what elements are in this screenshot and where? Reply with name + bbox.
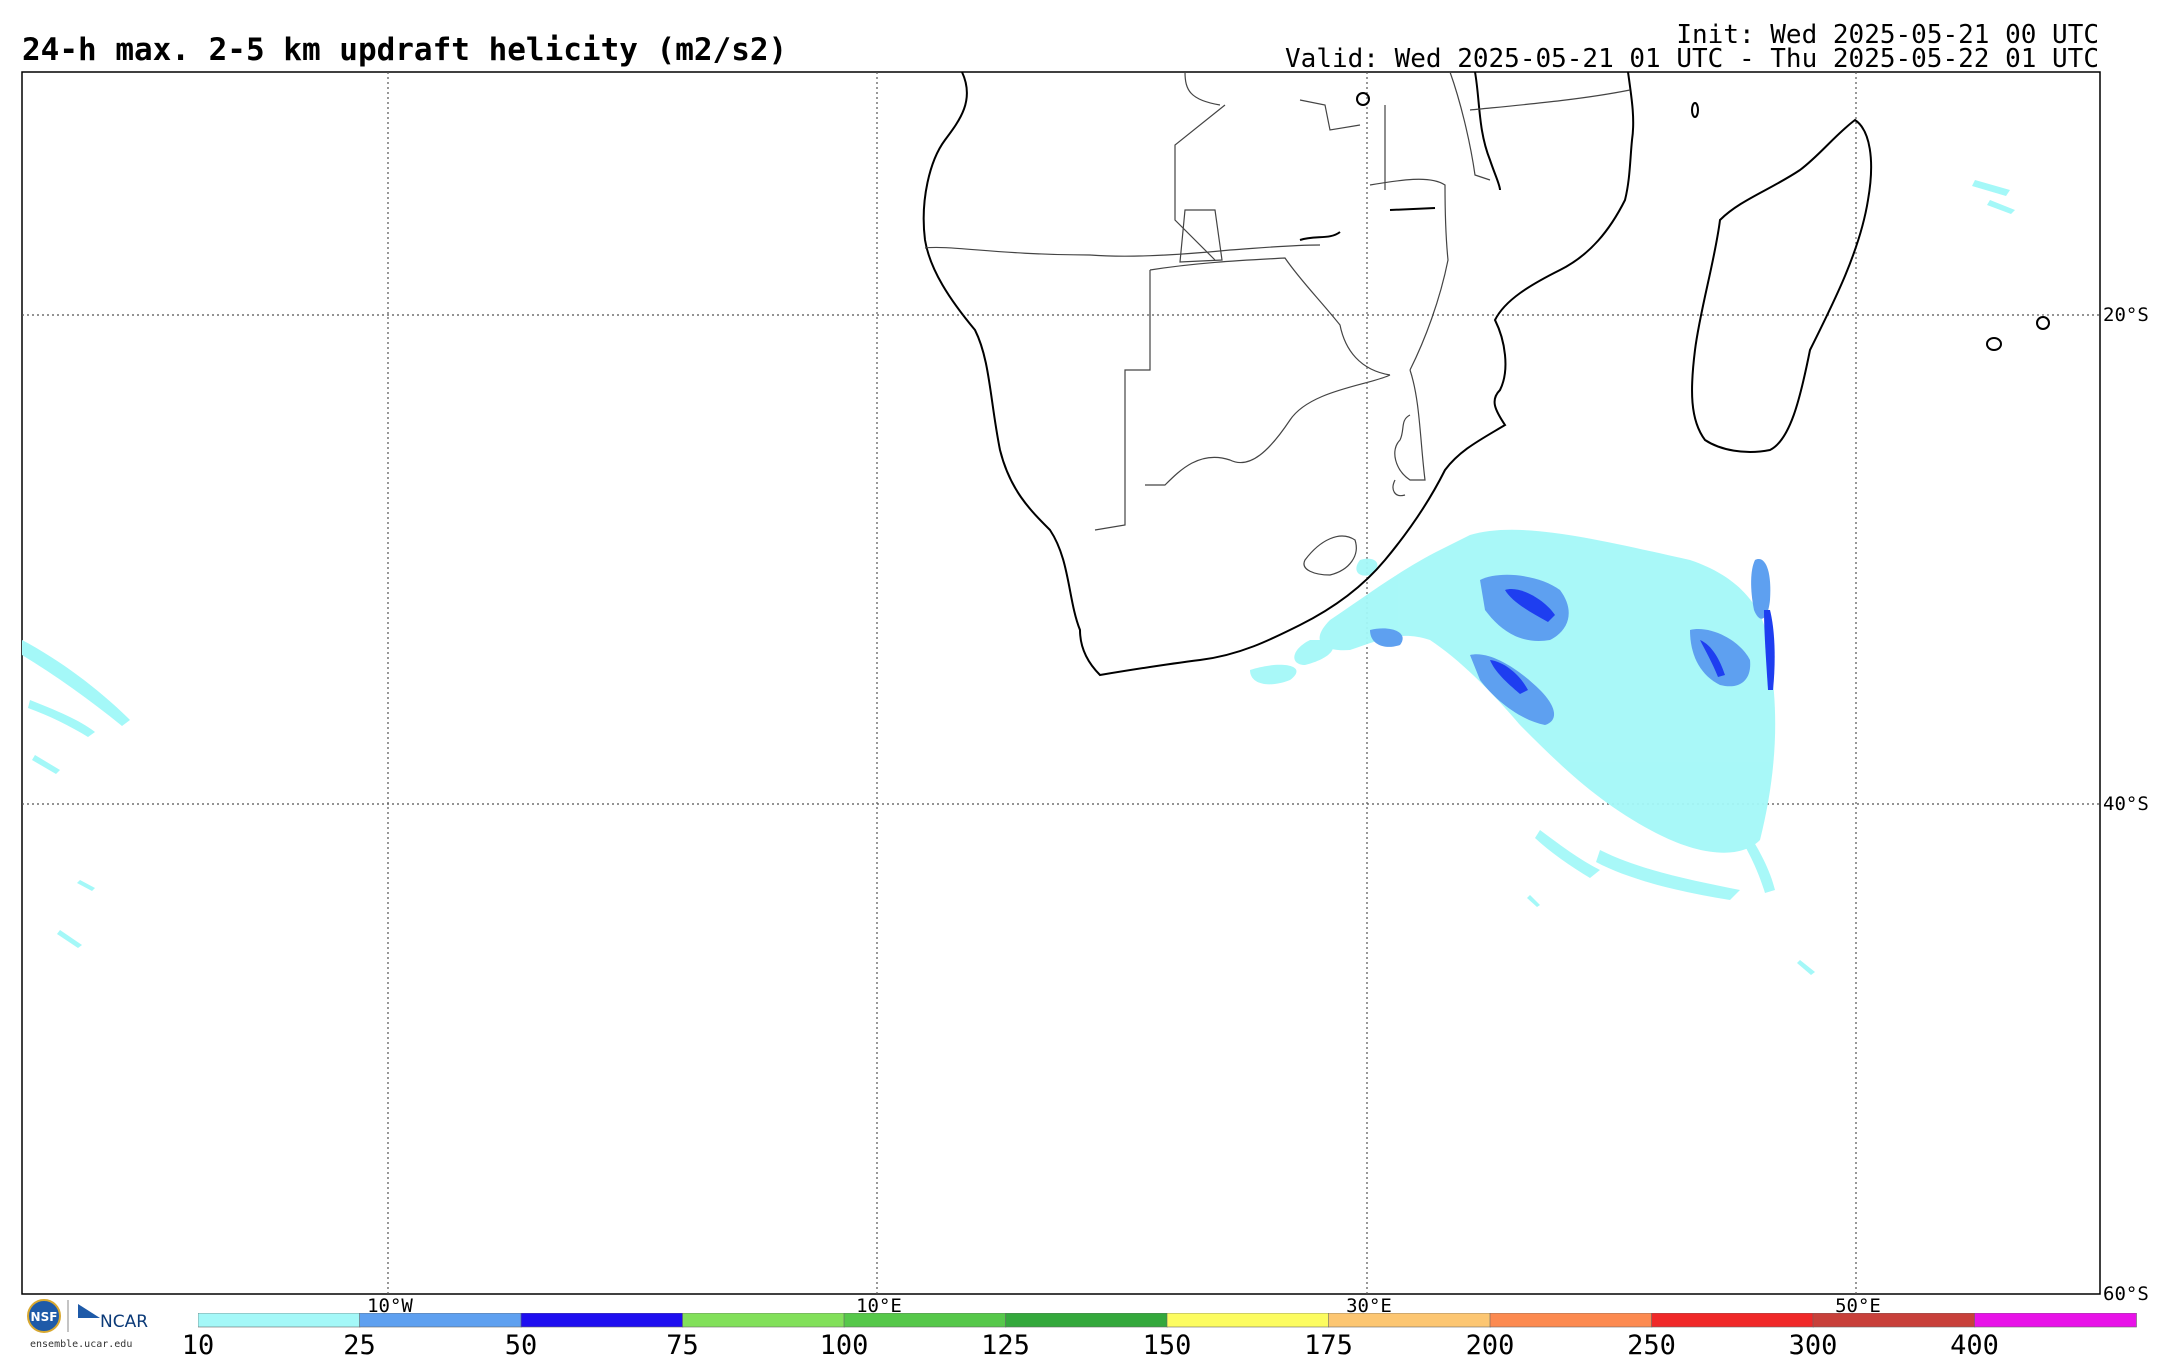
colorbar-swatch	[1328, 1313, 1491, 1328]
colorbar	[198, 1313, 2137, 1328]
map-title: 24-h max. 2-5 km updraft helicity (m2/s2…	[22, 32, 788, 68]
colorbar-swatch	[1812, 1313, 1976, 1328]
colorbar-swatch	[359, 1313, 522, 1328]
lat-label: 20°S	[2103, 304, 2149, 326]
lon-label: 10°E	[856, 1295, 902, 1317]
colorbar-tick-label: 100	[819, 1330, 869, 1361]
comoros-coast	[1691, 102, 1699, 118]
helicity-swaths-dark	[1490, 589, 1775, 694]
colorbar-tick-label: 400	[1950, 1330, 1999, 1361]
lon-label: 30°E	[1346, 1295, 1392, 1317]
colorbar-swatch	[1651, 1313, 1814, 1328]
madagascar-coast	[1691, 118, 1873, 453]
lake-island	[1356, 92, 1370, 106]
lat-label: 60°S	[2103, 1283, 2149, 1305]
colorbar-tick-label: 150	[1142, 1330, 1192, 1361]
colorbar-tick-label: 10	[181, 1330, 215, 1361]
colorbar-tick-label: 125	[981, 1330, 1030, 1361]
nsf-ncar-logo: NSF NCAR	[27, 1299, 148, 1333]
colorbar-swatch	[1489, 1313, 1653, 1328]
mauritius-coast	[2036, 316, 2050, 330]
helicity-swaths-light	[1250, 529, 1776, 900]
colorbar-swatch	[1166, 1313, 1330, 1328]
colorbar-swatch	[520, 1313, 684, 1328]
lon-label: 50°E	[1835, 1295, 1881, 1317]
colorbar-tick-label: 175	[1304, 1330, 1353, 1361]
svg-text:NSF: NSF	[31, 1310, 58, 1324]
lake-kariba	[1299, 231, 1341, 241]
africa-coast	[922, 71, 1635, 677]
helicity-swaths-east	[1527, 180, 2015, 975]
coastlines	[922, 71, 2050, 677]
colorbar-swatch	[198, 1313, 361, 1328]
graticule	[22, 72, 2100, 1294]
lat-labels: 20°S 40°S 60°S	[2103, 304, 2149, 1305]
valid-time: Valid: Wed 2025-05-21 01 UTC - Thu 2025-…	[1285, 44, 2099, 74]
colorbar-tick-label: 300	[1788, 1330, 1838, 1361]
lon-label: 10°W	[367, 1295, 413, 1317]
country-borders	[924, 71, 1631, 576]
init-time: Init: Wed 2025-05-21 00 UTC	[1676, 20, 2099, 50]
ensemble-url: ensemble.ucar.edu	[30, 1339, 133, 1350]
svg-text:NCAR: NCAR	[100, 1312, 148, 1332]
colorbar-tick-label: 200	[1465, 1330, 1515, 1361]
map-frame	[21, 71, 2101, 1295]
colorbar-tick-label: 25	[343, 1330, 376, 1361]
colorbar-tick-label: 250	[1627, 1330, 1676, 1361]
colorbar-swatch	[1974, 1313, 2137, 1328]
colorbar-swatch	[682, 1313, 845, 1328]
lake-cahora-bassa	[1389, 207, 1436, 211]
lake-malawi	[1474, 71, 1501, 191]
colorbar-tick-label: 75	[666, 1330, 699, 1361]
colorbar-tick-label: 50	[504, 1330, 538, 1361]
helicity-swaths-west	[22, 640, 130, 948]
lon-labels: 10°W 10°E 30°E 50°E	[367, 1295, 1881, 1317]
reunion-coast	[1986, 337, 2002, 351]
colorbar-swatch	[1005, 1313, 1168, 1328]
lat-label: 40°S	[2103, 793, 2149, 815]
colorbar-swatch	[843, 1313, 1007, 1328]
